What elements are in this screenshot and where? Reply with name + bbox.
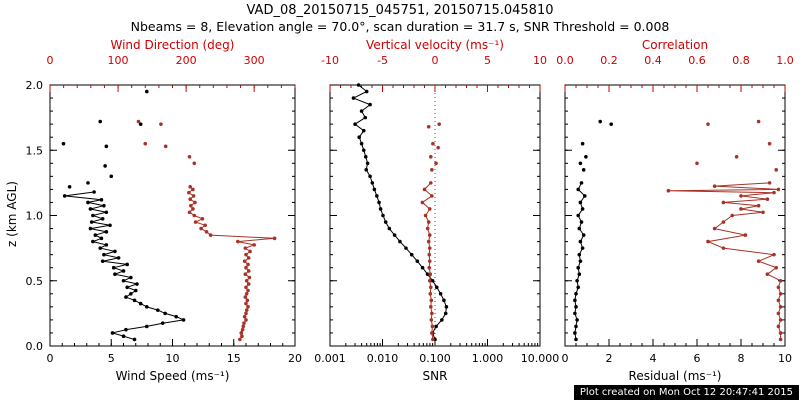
- svg-text:0.001: 0.001: [314, 352, 346, 365]
- svg-text:1.0: 1.0: [26, 210, 44, 223]
- svg-text:0: 0: [47, 352, 54, 365]
- x-axis-title-residual: Residual (ms⁻¹): [628, 369, 722, 383]
- plot-subtitle: Nbeams = 8, Elevation angle = 70.0°, sca…: [130, 19, 670, 34]
- x-axis-title-wind-speed: Wind Speed (ms⁻¹): [115, 369, 230, 383]
- top-axis-title-wind-direction: Wind Direction (deg): [110, 38, 235, 52]
- svg-text:0.4: 0.4: [644, 54, 662, 67]
- top-axis-title-correlation: Correlation: [641, 38, 709, 52]
- svg-text:10: 10: [533, 54, 547, 67]
- svg-text:-5: -5: [377, 54, 388, 67]
- svg-text:15: 15: [227, 352, 241, 365]
- svg-text:2.0: 2.0: [26, 79, 44, 92]
- svg-text:8: 8: [738, 352, 745, 365]
- svg-text:1.000: 1.000: [472, 352, 504, 365]
- top-axis-title-vertical-velocity: Vertical velocity (ms⁻¹): [366, 38, 504, 52]
- svg-text:0.6: 0.6: [688, 54, 706, 67]
- svg-text:1.0: 1.0: [776, 54, 794, 67]
- plot-title: VAD_08_20150715_045751, 20150715.045810: [246, 3, 554, 18]
- svg-text:0.8: 0.8: [732, 54, 750, 67]
- svg-text:0.0: 0.0: [26, 340, 44, 353]
- x-axis-title-snr: SNR: [422, 369, 448, 383]
- svg-text:0: 0: [47, 54, 54, 67]
- svg-text:5: 5: [484, 54, 491, 67]
- svg-text:0: 0: [432, 54, 439, 67]
- svg-text:5: 5: [108, 352, 115, 365]
- svg-text:0.0: 0.0: [556, 54, 574, 67]
- svg-text:200: 200: [176, 54, 197, 67]
- svg-text:1.5: 1.5: [26, 144, 44, 157]
- svg-text:20: 20: [288, 352, 302, 365]
- svg-text:10.000: 10.000: [521, 352, 560, 365]
- svg-text:100: 100: [108, 54, 129, 67]
- svg-text:0: 0: [562, 352, 569, 365]
- svg-text:-10: -10: [321, 54, 339, 67]
- y-axis-title-height: z (km AGL): [5, 181, 19, 247]
- svg-text:0.2: 0.2: [600, 54, 618, 67]
- svg-text:0.100: 0.100: [419, 352, 451, 365]
- svg-text:4: 4: [650, 352, 657, 365]
- svg-text:6: 6: [694, 352, 701, 365]
- svg-text:10: 10: [166, 352, 180, 365]
- svg-text:2: 2: [606, 352, 613, 365]
- svg-text:10: 10: [778, 352, 792, 365]
- svg-text:300: 300: [244, 54, 265, 67]
- svg-text:0.010: 0.010: [367, 352, 399, 365]
- plot-created-timestamp: Plot created on Mon Oct 12 20:47:41 2015: [573, 385, 799, 400]
- svg-text:0.5: 0.5: [26, 275, 44, 288]
